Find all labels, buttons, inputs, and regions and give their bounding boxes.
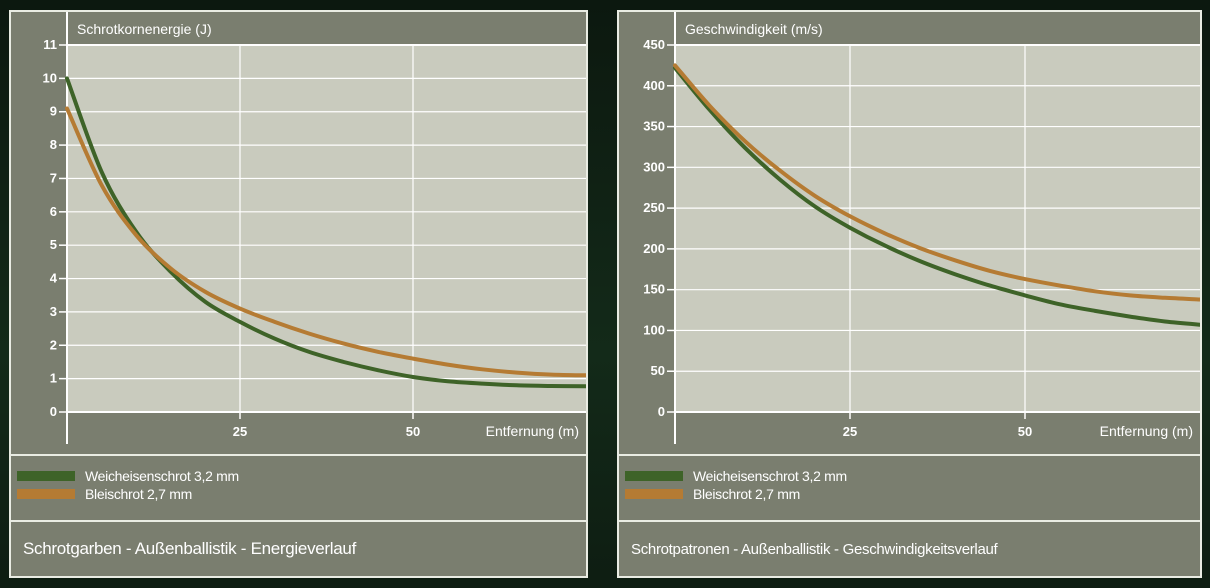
x-tick-label: 50 (406, 424, 420, 439)
legend-label: Bleischrot 2,7 mm (85, 486, 192, 502)
series-line (673, 63, 1200, 302)
y-tick-label: 3 (50, 304, 57, 319)
velocity-chart-panel: 0 50 100 150 200 250 300 350 400 450 25 50 Geschwind… (617, 10, 1202, 578)
plot-area (675, 45, 1200, 412)
y-tick-label: 300 (643, 159, 665, 174)
y-tick-label: 250 (643, 200, 665, 215)
y-tick-label: 1 (50, 371, 57, 386)
legend-label: Bleischrot 2,7 mm (693, 486, 800, 502)
series-line (673, 65, 1200, 327)
legend-swatch-orange (17, 489, 75, 499)
energy-caption: Schrotgarben - Außenballistik - Energiev… (23, 539, 356, 558)
series-line (65, 106, 586, 378)
velocity-legend: Weicheisenschrot 3,2 mm Bleischrot 2,7 m… (619, 454, 1200, 522)
y-tick-label: 200 (643, 241, 665, 256)
x-tick-label: 25 (843, 424, 857, 439)
x-tick-label: 50 (1018, 424, 1032, 439)
velocity-caption-bar: Schrotpatronen - Außenballistik - Geschw… (619, 520, 1200, 576)
velocity-caption: Schrotpatronen - Außenballistik - Geschw… (631, 540, 998, 558)
y-tick-label: 8 (50, 137, 57, 152)
x-tick-label: 25 (233, 424, 247, 439)
plot-area (67, 45, 586, 412)
chart-title: Schrotkornenergie (J) (77, 21, 212, 37)
y-tick-label: 100 (643, 322, 665, 337)
y-tick-label: 2 (50, 337, 57, 352)
y-tick-label: 0 (658, 404, 665, 419)
y-tick-label: 450 (643, 37, 665, 52)
energy-chart: 0 1 2 3 4 5 6 7 8 9 10 11 25 50 Schrotkornenergie (J) E… (43, 12, 586, 444)
legend-item-blei: Bleischrot 2,7 mm (625, 485, 800, 503)
x-axis-label: Entfernung (m) (486, 423, 579, 439)
y-tick-label: 5 (50, 237, 57, 252)
legend-item-weicheisen: Weicheisenschrot 3,2 mm (17, 467, 239, 485)
y-tick-label: 6 (50, 204, 57, 219)
y-tick-label: 7 (50, 170, 57, 185)
y-tick-label: 350 (643, 119, 665, 134)
legend-item-weicheisen: Weicheisenschrot 3,2 mm (625, 467, 847, 485)
y-tick-label: 10 (43, 70, 57, 85)
y-tick-label: 50 (651, 363, 665, 378)
y-tick-label: 11 (43, 37, 57, 52)
energy-legend: Weicheisenschrot 3,2 mm Bleischrot 2,7 m… (11, 454, 586, 522)
energy-caption-bar: Schrotgarben - Außenballistik - Energiev… (11, 520, 586, 576)
legend-swatch-green (17, 471, 75, 481)
velocity-chart: 0 50 100 150 200 250 300 350 400 450 25 50 Geschwind… (643, 12, 1200, 444)
legend-swatch-orange (625, 489, 683, 499)
y-tick-label: 400 (643, 78, 665, 93)
x-axis-label: Entfernung (m) (1100, 423, 1193, 439)
legend-label: Weicheisenschrot 3,2 mm (85, 468, 239, 484)
chart-title: Geschwindigkeit (m/s) (685, 21, 823, 37)
y-tick-label: 0 (50, 404, 57, 419)
energy-chart-panel: 0 1 2 3 4 5 6 7 8 9 10 11 25 50 Schrotkornenergie (J) E… (9, 10, 588, 578)
y-tick-label: 150 (643, 282, 665, 297)
legend-swatch-green (625, 471, 683, 481)
y-tick-label: 4 (50, 271, 58, 286)
legend-item-blei: Bleischrot 2,7 mm (17, 485, 192, 503)
y-tick-label: 9 (50, 104, 57, 119)
legend-label: Weicheisenschrot 3,2 mm (693, 468, 847, 484)
